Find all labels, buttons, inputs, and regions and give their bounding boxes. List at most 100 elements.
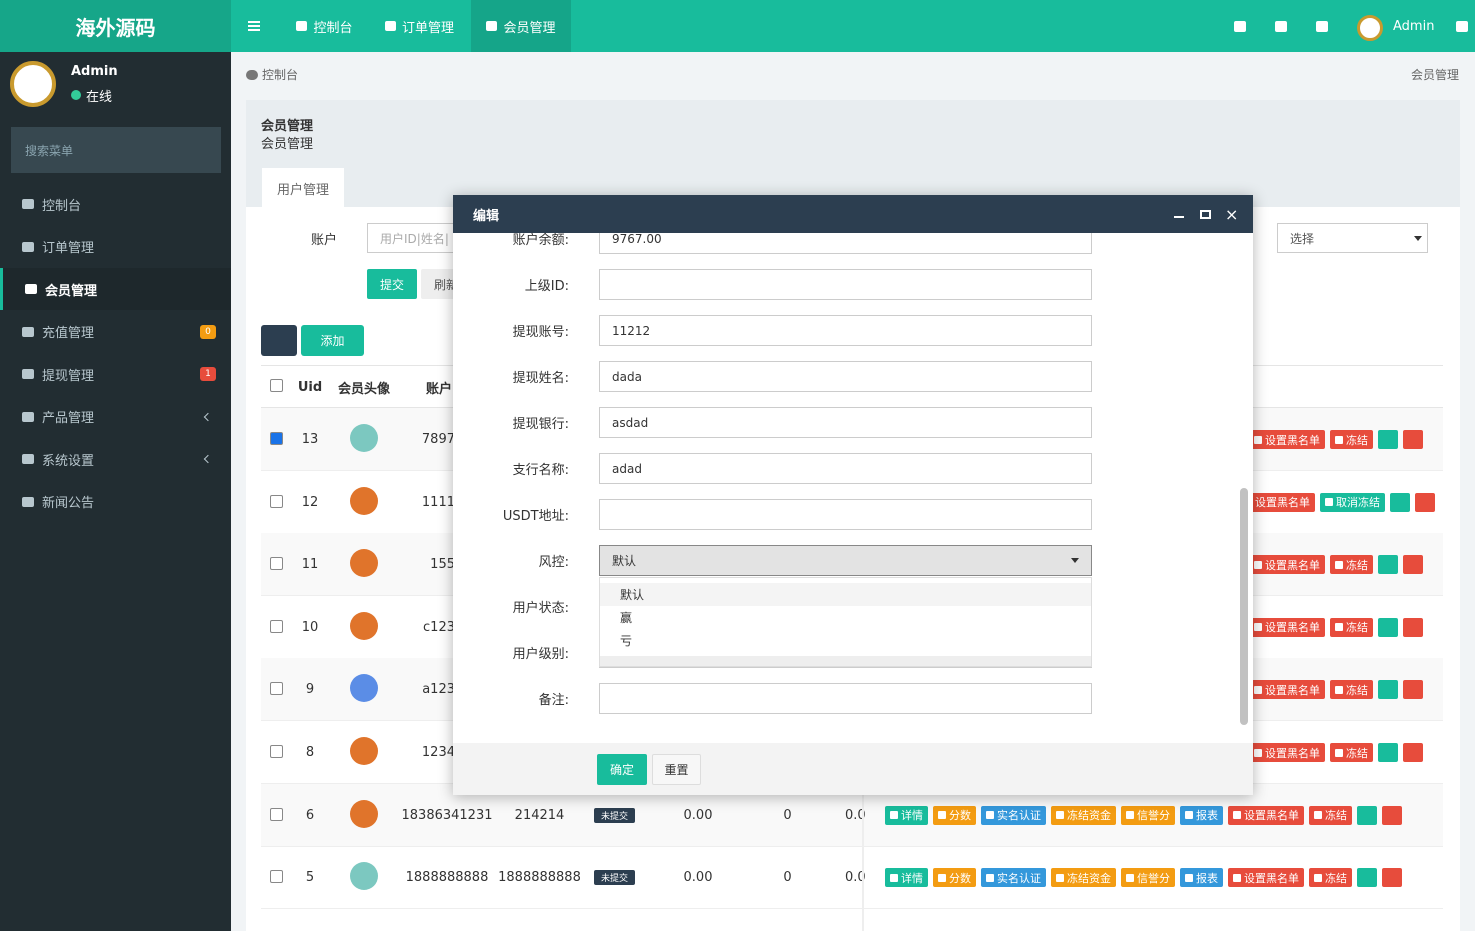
input-field[interactable] — [599, 269, 1092, 300]
tab[interactable]: 用户管理 — [262, 168, 344, 208]
checkbox[interactable] — [270, 619, 283, 633]
checkbox[interactable] — [270, 682, 283, 696]
field-label: 备注: — [538, 692, 569, 708]
input-field[interactable]: dada — [599, 361, 1092, 392]
refresh-button[interactable] — [261, 325, 297, 356]
input-field[interactable] — [599, 499, 1092, 530]
edit-button[interactable] — [1378, 555, 1398, 575]
delete-button[interactable] — [1403, 680, 1423, 700]
search-box[interactable]: 搜索菜单 — [11, 127, 221, 173]
action-button[interactable]: 冻结 — [1330, 555, 1373, 575]
checkbox[interactable] — [270, 379, 283, 392]
action-button[interactable]: 冻结 — [1330, 743, 1373, 762]
menu-item[interactable]: 控制台 — [0, 183, 231, 225]
action-button[interactable]: 设置黑名单 — [1249, 430, 1325, 449]
action-button[interactable]: 信誉分 — [1121, 805, 1175, 825]
delete-button[interactable] — [1415, 492, 1435, 512]
delete-button[interactable] — [1403, 555, 1423, 575]
checkbox[interactable] — [270, 745, 283, 758]
field-label: 用户状态: — [512, 600, 569, 616]
action-button[interactable]: 实名认证 — [981, 868, 1046, 888]
breadcrumb-left[interactable]: 控制台 — [262, 68, 299, 82]
hamburger[interactable] — [248, 21, 260, 31]
action-button[interactable]: 实名认证 — [981, 805, 1046, 825]
action-button[interactable]: 分数 — [933, 805, 976, 825]
action-button[interactable]: 详情 — [885, 805, 928, 825]
action-button[interactable]: 取消冻结 — [1320, 492, 1385, 512]
dropdown-option[interactable]: 默认 — [600, 583, 1091, 606]
action-button[interactable]: 冻结资金 — [1051, 868, 1116, 888]
top-nav-item[interactable]: 会员管理 — [471, 0, 571, 52]
edit-button[interactable] — [1357, 805, 1377, 825]
edit-button[interactable] — [1378, 680, 1398, 700]
top-icon[interactable] — [1234, 21, 1246, 32]
action-button[interactable]: 信誉分 — [1121, 868, 1175, 888]
action-button[interactable]: 设置黑名单 — [1228, 805, 1304, 825]
menu-item[interactable]: 新闻公告 — [0, 481, 231, 523]
menu-item[interactable]: 提现管理 1 — [0, 353, 231, 395]
menu-item[interactable]: 会员管理 — [0, 268, 231, 310]
menu-item[interactable]: 产品管理 — [0, 396, 231, 438]
menu-item[interactable]: 充值管理 0 — [0, 311, 231, 353]
action-icon — [890, 873, 898, 882]
modal-close[interactable]: × — [1225, 205, 1239, 224]
dropdown-option[interactable]: 赢 — [620, 611, 633, 625]
action-button[interactable]: 设置黑名单 — [1228, 868, 1304, 888]
action-button[interactable]: 分数 — [933, 868, 976, 888]
edit-button[interactable] — [1378, 617, 1398, 637]
action-label: 信誉分 — [1137, 809, 1170, 823]
edit-button[interactable] — [1357, 868, 1377, 888]
confirm-button[interactable]: 确定 — [597, 754, 647, 785]
edit-button[interactable] — [1390, 492, 1410, 512]
input-field[interactable]: asdad — [599, 407, 1092, 438]
modal-minimize[interactable] — [1174, 216, 1184, 218]
menu-item[interactable]: 系统设置 — [0, 438, 231, 480]
action-button[interactable]: 冻结 — [1330, 430, 1373, 449]
checkbox[interactable] — [270, 432, 283, 445]
action-button[interactable]: 报表 — [1180, 868, 1223, 888]
top-user[interactable]: Admin — [1393, 18, 1435, 34]
delete-button[interactable] — [1403, 743, 1423, 762]
delete-button[interactable] — [1382, 868, 1402, 888]
filter-select[interactable]: 选择 — [1277, 223, 1428, 253]
action-button[interactable]: 报表 — [1180, 805, 1223, 825]
action-button[interactable]: 冻结 — [1330, 617, 1373, 637]
delete-button[interactable] — [1403, 430, 1423, 449]
input-field[interactable]: 11212 — [599, 315, 1092, 346]
uid: 13 — [301, 432, 319, 447]
action-button[interactable]: 冻结资金 — [1051, 805, 1116, 825]
top-nav-item[interactable]: 订单管理 — [370, 0, 469, 52]
action-button[interactable]: 冻结 — [1309, 868, 1352, 888]
top-icon[interactable] — [1316, 21, 1328, 32]
delete-button[interactable] — [1382, 805, 1402, 825]
modal-maximize[interactable] — [1200, 210, 1211, 219]
select-field[interactable]: 默认 — [599, 545, 1092, 576]
action-button[interactable]: 设置黑名单 — [1249, 680, 1325, 700]
edit-button[interactable] — [1378, 430, 1398, 449]
input-field[interactable] — [599, 683, 1092, 714]
reset-button[interactable]: 重置 — [652, 754, 701, 785]
action-button[interactable]: 设置黑名单 — [1249, 617, 1325, 637]
action-button[interactable]: 设置黑名单 — [1249, 743, 1325, 762]
action-button[interactable]: 冻结 — [1330, 680, 1373, 700]
input-field[interactable]: 9767.00 — [599, 233, 1092, 254]
hamburger-mid — [248, 25, 260, 27]
checkbox[interactable] — [270, 870, 283, 884]
action-button[interactable]: 冻结 — [1309, 805, 1352, 825]
dropdown-option[interactable]: 亏 — [620, 634, 633, 648]
action-button[interactable]: 详情 — [885, 868, 928, 888]
checkbox[interactable] — [270, 807, 283, 821]
checkbox[interactable] — [270, 557, 283, 571]
action-button[interactable]: 设置黑名单 — [1249, 555, 1325, 575]
top-nav-item[interactable]: 控制台 — [277, 0, 372, 52]
input-field[interactable]: adad — [599, 453, 1092, 484]
action-button[interactable]: 设置黑名单 — [1239, 492, 1315, 512]
add-button[interactable]: 添加 — [301, 325, 364, 356]
delete-button[interactable] — [1403, 617, 1423, 637]
edit-button[interactable] — [1378, 743, 1398, 762]
submit-button[interactable]: 提交 — [367, 269, 417, 299]
checkbox[interactable] — [270, 494, 283, 508]
menu-item[interactable]: 订单管理 — [0, 226, 231, 268]
top-icon[interactable] — [1456, 21, 1468, 32]
top-icon[interactable] — [1275, 21, 1287, 32]
